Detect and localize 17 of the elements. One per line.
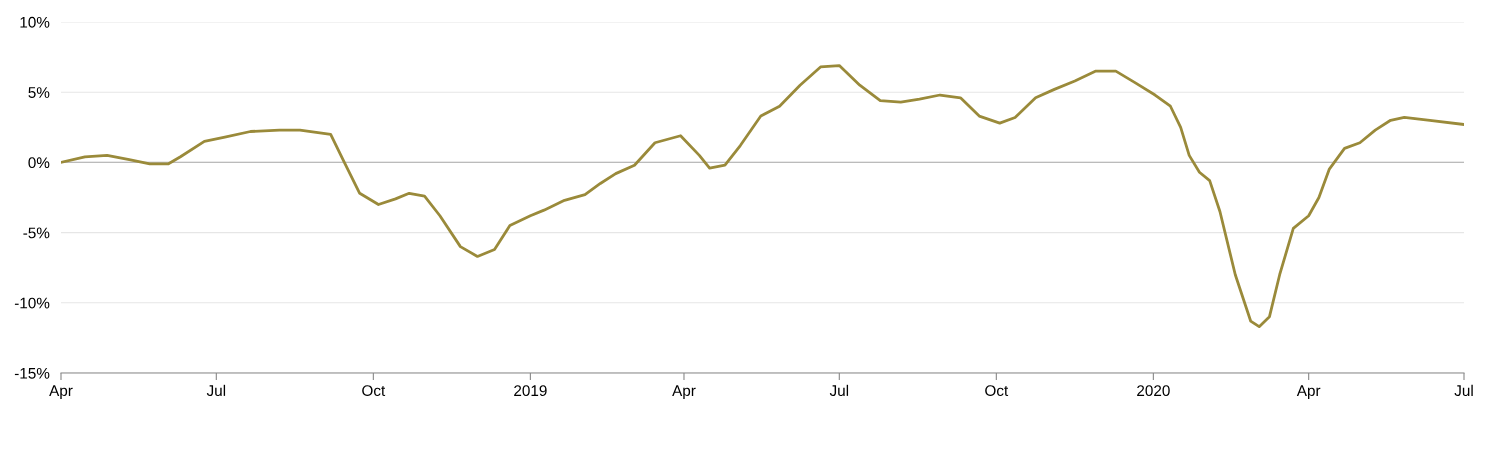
y-tick-label: -5%: [23, 227, 50, 239]
x-tick-label: Jul: [206, 384, 226, 397]
x-tick-label: 2019: [514, 385, 547, 397]
y-tick-label: -15%: [14, 367, 50, 379]
y-tick-label: 5%: [28, 87, 50, 98]
y-tick-label: 10%: [20, 16, 50, 28]
x-tick-label: 2020: [1137, 385, 1170, 397]
y-tick-label: 0%: [28, 157, 50, 169]
x-tick-label: Jul: [1454, 384, 1473, 397]
x-tick-label: Jul: [829, 384, 849, 397]
x-tick-label: Oct: [362, 385, 386, 397]
x-tick-label: Apr: [49, 385, 73, 400]
x-tick-label: Apr: [672, 385, 696, 400]
y-tick-label: -10%: [14, 297, 50, 309]
x-tick-label: Oct: [985, 385, 1009, 397]
x-tick-label: Apr: [1296, 385, 1321, 400]
line-series: [61, 64, 1464, 329]
